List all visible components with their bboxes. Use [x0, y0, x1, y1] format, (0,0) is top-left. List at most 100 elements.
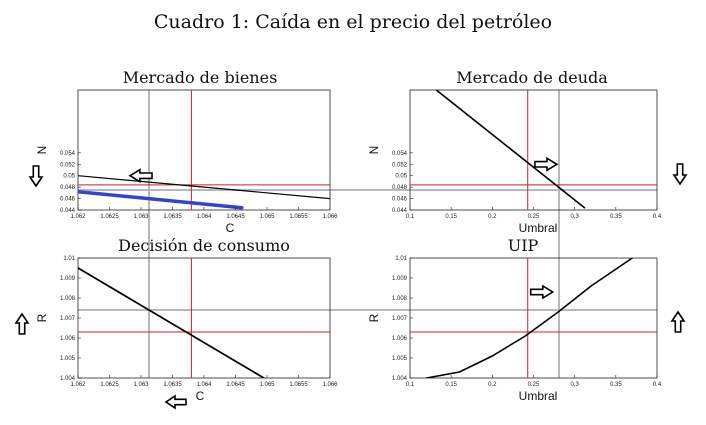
- y-tick-label: 1.006: [60, 336, 76, 342]
- y-tick-label: 0.044: [60, 208, 76, 214]
- x-tick-label: 0.3: [570, 214, 579, 220]
- x-tick-label: 1.0635: [163, 382, 182, 388]
- x-tick-label: 1.066: [322, 382, 338, 388]
- panel-title: Mercado de deuda: [456, 68, 608, 87]
- plot-area: [410, 258, 657, 378]
- x-tick-label: 1.0635: [163, 214, 182, 220]
- outer-arrow-down: [28, 165, 44, 188]
- y-tick-label: 0.054: [60, 151, 76, 157]
- x-tick-label: 1.0625: [100, 214, 119, 220]
- panel-title: UIP: [508, 236, 539, 255]
- x-tick-label: 1.062: [70, 382, 86, 388]
- y-tick-label: 1.009: [392, 276, 408, 282]
- x-tick-label: 1.0655: [289, 214, 308, 220]
- series-line-0: [78, 175, 330, 200]
- x-tick-label: 1.065: [259, 382, 275, 388]
- y-tick-label: 1.007: [60, 316, 76, 322]
- shift-arrow-right: [534, 156, 559, 172]
- y-tick-label: 0.052: [392, 162, 408, 168]
- x-tick-label: 0.2: [488, 382, 497, 388]
- y-axis-label: R: [367, 313, 381, 322]
- y-axis-label: N: [367, 146, 381, 155]
- x-tick-label: 0.4: [653, 382, 662, 388]
- x-tick-label: 1.0645: [226, 382, 245, 388]
- plot-frame: [409, 89, 658, 211]
- x-tick-label: 1.062: [70, 214, 86, 220]
- x-tick-label: 1.0625: [100, 382, 119, 388]
- y-tick-label: 1.005: [60, 356, 76, 362]
- x-tick-label: 1.063: [133, 214, 149, 220]
- y-axis-label: N: [35, 146, 49, 155]
- x-axis-label: Umbral: [519, 221, 558, 235]
- y-tick-label: 1.007: [392, 316, 408, 322]
- y-tick-label: 0.054: [392, 151, 408, 157]
- figure-title: Cuadro 1: Caída en el precio del petróle…: [154, 11, 552, 33]
- series-line-1: [78, 189, 244, 210]
- panel-title: Mercado de bienes: [123, 68, 278, 87]
- plot-area: [78, 90, 330, 210]
- panel-uip: UIP 0.1 0.15 0.2 0.25 0.3 0.35 0.4 1.004 1.005 1.0…: [367, 236, 662, 403]
- x-tick-label: 0.1: [406, 382, 415, 388]
- y-tick-label: 1.008: [392, 296, 408, 302]
- x-tick-label: 0.15: [445, 214, 457, 220]
- x-tick-label: 0.25: [528, 214, 540, 220]
- x-axis-label: Umbral: [519, 389, 558, 403]
- guide-lines: [78, 90, 657, 378]
- y-tick-label: 1.01: [63, 256, 75, 262]
- x-tick-label: 0.35: [610, 214, 622, 220]
- x-tick-label: 1.066: [322, 214, 338, 220]
- x-tick-label: 1.063: [133, 382, 149, 388]
- x-tick-label: 0.15: [445, 382, 457, 388]
- shift-arrow-left: [128, 168, 153, 184]
- panel-title: Decisión de consumo: [118, 236, 290, 255]
- outer-arrow-up: [670, 310, 686, 333]
- x-tick-label: 1.064: [196, 382, 212, 388]
- series-line-0: [78, 267, 265, 378]
- y-tick-label: 0.052: [60, 162, 76, 168]
- plot-frame: [77, 89, 331, 211]
- plot-frame: [409, 257, 658, 379]
- y-tick-label: 1.01: [395, 256, 407, 262]
- panels: Mercado de bienes 1.062 1.0625 1.063 1.0635 1…: [35, 68, 662, 403]
- plot-area: [410, 90, 657, 210]
- outer-arrows: [14, 163, 688, 410]
- outer-arrow-down: [672, 163, 688, 186]
- x-tick-label: 0.3: [570, 382, 579, 388]
- y-tick-label: 1.004: [392, 376, 408, 382]
- y-axis-label: R: [35, 313, 49, 322]
- x-tick-label: 0.35: [610, 382, 622, 388]
- x-tick-label: 0.25: [528, 382, 540, 388]
- x-tick-label: 1.0655: [289, 382, 308, 388]
- y-tick-label: 0.044: [392, 208, 408, 214]
- x-axis-label: C: [196, 389, 205, 403]
- series-line-0: [435, 90, 586, 209]
- y-tick-label: 0.046: [392, 197, 408, 203]
- x-tick-label: 0.1: [406, 214, 415, 220]
- x-tick-label: 1.065: [259, 214, 275, 220]
- x-tick-label: 0.4: [653, 214, 662, 220]
- panel-bienes: Mercado de bienes 1.062 1.0625 1.063 1.0635 1…: [35, 68, 338, 235]
- y-tick-label: 0.048: [392, 185, 408, 191]
- shift-arrow-right: [529, 284, 555, 300]
- panel-deuda: Mercado de deuda 0.1 0.15 0.2 0.25 0.3 0.35 0.4…: [367, 68, 662, 235]
- x-axis-label: C: [226, 221, 235, 235]
- panel-consumo: Decisión de consumo 1.062 1.0625 1.063 1.063…: [35, 236, 338, 403]
- y-tick-label: 0.05: [63, 174, 75, 180]
- plot-frame: [77, 257, 331, 379]
- y-tick-label: 1.005: [392, 356, 408, 362]
- y-tick-label: 1.008: [60, 296, 76, 302]
- y-tick-label: 0.046: [60, 197, 76, 203]
- plot-area: [78, 258, 330, 378]
- x-tick-label: 1.064: [196, 214, 212, 220]
- x-tick-label: 0.2: [488, 214, 497, 220]
- series-line-0: [425, 258, 634, 378]
- y-tick-label: 0.048: [60, 185, 76, 191]
- y-tick-label: 1.004: [60, 376, 76, 382]
- y-tick-label: 1.006: [392, 336, 408, 342]
- outer-arrow-left: [164, 394, 187, 410]
- y-tick-label: 1.009: [60, 276, 76, 282]
- x-tick-label: 1.0645: [226, 214, 245, 220]
- y-tick-label: 0.05: [395, 174, 407, 180]
- outer-arrow-up: [14, 312, 30, 335]
